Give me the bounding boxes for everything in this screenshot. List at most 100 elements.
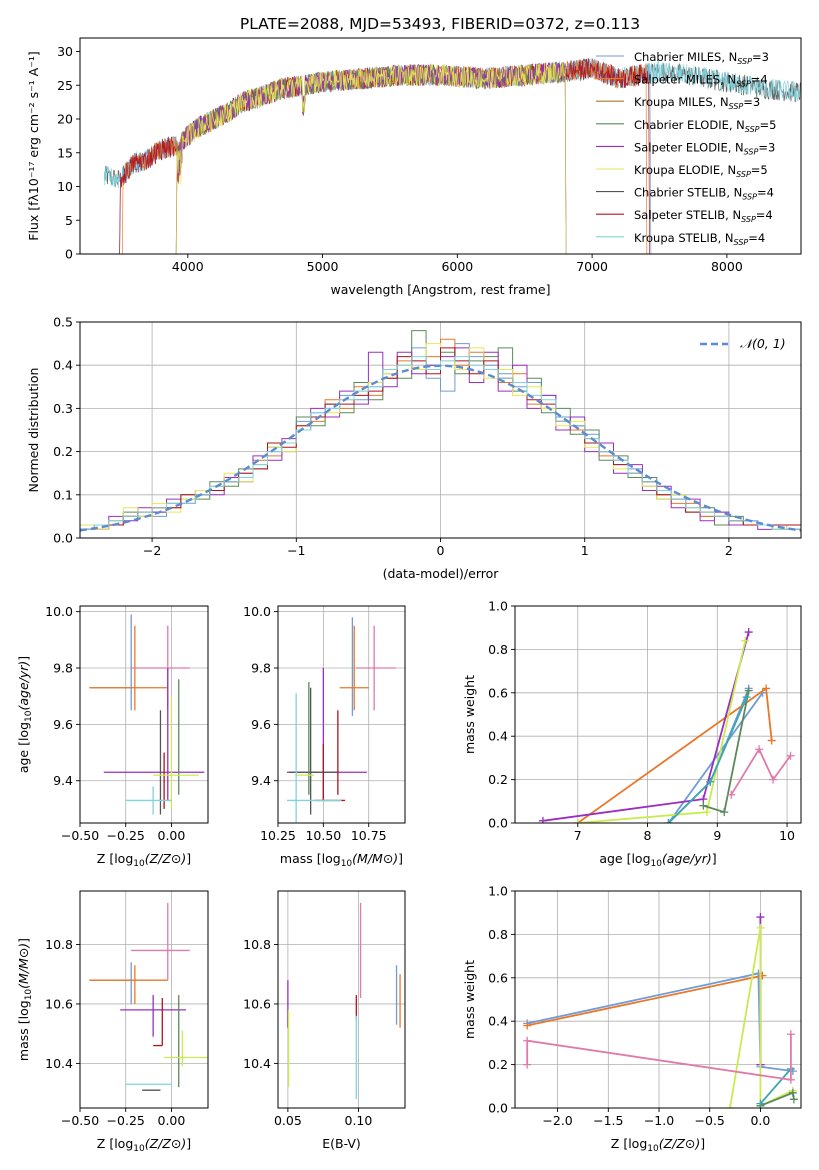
- legend-entry: Salpeter MILES, NSSP=4: [634, 73, 768, 89]
- y-tick-label: 0.3: [53, 401, 73, 416]
- weight-point-marker: [523, 1060, 532, 1069]
- y-tick-label: 0.4: [488, 729, 508, 744]
- weight-point-marker: [786, 1075, 795, 1084]
- legend-entry: Kroupa MILES, NSSP=3: [634, 95, 760, 111]
- y-tick-label: 0.0: [53, 531, 73, 546]
- weight-series-line: [527, 972, 794, 1072]
- axes-frame: [79, 605, 209, 824]
- plot-area: [89, 614, 205, 815]
- x-tick-label: 10: [779, 828, 795, 843]
- spectrum-series-line: [175, 63, 567, 254]
- x-tick-label: −2.0: [542, 1113, 572, 1128]
- histogram-series: [80, 343, 801, 538]
- weight-series-line: [577, 640, 747, 823]
- weight-point-marker: [706, 777, 715, 786]
- y-tick-label: 10.6: [243, 996, 271, 1011]
- y-tick-label: 15: [57, 145, 73, 160]
- y-tick-label: 0.4: [53, 358, 73, 373]
- mass-vs-ebv-panel: 0.05 0.10 10.4 10.6 10.8 E(B-V): [243, 890, 406, 1151]
- x-tick-label: −1.5: [593, 1113, 623, 1128]
- x-tick-label: 8: [644, 828, 652, 843]
- legend-entry: Salpeter ELODIE, NSSP=3: [634, 140, 775, 156]
- y-tick-label: 0: [65, 247, 73, 262]
- y-tick-label: 20: [57, 112, 73, 127]
- x-axis-label: (data-model)/error: [383, 566, 500, 581]
- y-tick-label: 9.6: [251, 717, 271, 732]
- y-tick-label: 0.0: [488, 1101, 508, 1116]
- spectrum-series-line: [175, 62, 567, 254]
- x-tick-label: −0.25: [107, 828, 145, 843]
- legend-entry: Salpeter STELIB, NSSP=4: [634, 208, 773, 224]
- weight-point-marker: [741, 636, 750, 645]
- x-tick-label: 0.00: [158, 1113, 186, 1128]
- y-tick-label: 0.2: [488, 772, 508, 787]
- weight-vs-age-panel: 7 8 9 10 0.0 0.2 0.4 0.6 0.8 1.0 age [log10(age/yr…: [462, 599, 802, 869]
- y-tick-label: 1.0: [488, 599, 508, 614]
- weight-point-marker: [789, 1095, 798, 1104]
- weight-point-marker: [702, 808, 711, 817]
- axes-frame: [514, 605, 802, 824]
- x-axis-label: mass [log10(M/M⊙)]: [280, 851, 403, 869]
- weight-point-marker: [523, 1036, 532, 1045]
- x-axis-label: Z [log10(Z/Z⊙)]: [97, 851, 191, 869]
- spectrum-series-line: [119, 58, 650, 254]
- y-axis-label: Normed distribution: [26, 368, 41, 493]
- weight-point-marker: [744, 686, 753, 695]
- plot-area: [287, 902, 401, 1100]
- y-tick-label: 0.6: [488, 685, 508, 700]
- weight-series-line: [542, 631, 750, 822]
- spectrum-series-line: [121, 58, 648, 254]
- x-tick-label: 10.75: [351, 828, 387, 843]
- weight-point-marker: [756, 923, 765, 932]
- y-axis-label: Flux [fλ10⁻¹⁷ erg cm⁻² s⁻¹ A⁻¹]: [26, 51, 41, 240]
- y-tick-label: 0.2: [53, 444, 73, 459]
- y-tick-label: 10.0: [45, 604, 73, 619]
- y-tick-label: 0.8: [488, 642, 508, 657]
- y-tick-label: 9.8: [53, 661, 73, 676]
- residuals-panel: −2 −1 0 1 2 0.0 0.1 0.2 0.3 0.4 0.5 𝒩(0, 1) (data-mo…: [26, 315, 802, 581]
- x-tick-label: −0.50: [61, 828, 99, 843]
- y-tick-label: 0.5: [53, 315, 73, 330]
- weight-vs-metallicity-panel: −2.0 −1.5 −1.0 −0.5 0.0 0.0 0.2 0.4 0.6 0.8 1.0 Z […: [462, 884, 802, 1154]
- legend-entry: Kroupa ELODIE, NSSP=5: [634, 163, 768, 179]
- y-tick-label: 9.6: [53, 717, 73, 732]
- weight-point-marker: [523, 1021, 532, 1030]
- y-tick-label: 9.8: [251, 661, 271, 676]
- x-tick-label: 9: [713, 828, 721, 843]
- weight-point-marker: [538, 816, 547, 823]
- y-tick-label: 0.2: [488, 1057, 508, 1072]
- y-tick-label: 10.6: [45, 996, 73, 1011]
- legend-entry: 𝒩(0, 1): [740, 336, 786, 351]
- y-tick-label: 25: [57, 78, 73, 93]
- x-tick-label: −0.50: [61, 1113, 99, 1128]
- weight-point-marker: [767, 736, 776, 745]
- x-axis-label: Z [log10(Z/Z⊙)]: [611, 1136, 705, 1154]
- y-tick-label: 5: [65, 213, 73, 228]
- spectrum-panel: 4000 5000 6000 7000 8000 0 5 10 15 20 25 30 waveleng…: [26, 37, 802, 297]
- normal-curve: [80, 364, 801, 532]
- y-tick-label: 10.8: [243, 937, 271, 952]
- x-axis-label: E(B-V): [322, 1136, 361, 1151]
- spectrum-series-line: [175, 62, 567, 254]
- x-tick-label: 6000: [441, 259, 473, 274]
- age-vs-metallicity-panel: −0.50 −0.25 0.00 9.4 9.6 9.8 10.0 Z [log10(Z/Z⊙…: [16, 604, 209, 869]
- x-tick-label: 0.05: [274, 1113, 302, 1128]
- y-axis-label: mass weight: [462, 960, 477, 1039]
- plot-area: [523, 913, 798, 1108]
- y-axis-label: mass weight: [462, 675, 477, 754]
- y-tick-label: 10.4: [45, 1056, 73, 1071]
- y-axis-label: age [log10(age/yr)]: [16, 656, 34, 773]
- x-tick-label: 10.50: [305, 828, 341, 843]
- plot-area: [80, 330, 801, 538]
- legend-entry: Kroupa STELIB, NSSP=4: [634, 231, 765, 247]
- plot-area: [287, 617, 396, 823]
- x-tick-label: −1: [287, 543, 305, 558]
- weight-point-marker: [727, 790, 736, 799]
- weight-point-marker: [726, 1104, 735, 1108]
- weight-series-line: [527, 974, 763, 1027]
- x-tick-label: 2: [725, 543, 733, 558]
- y-tick-label: 0.1: [53, 487, 73, 502]
- x-tick-label: 10.25: [260, 828, 296, 843]
- y-tick-label: 1.0: [488, 884, 508, 899]
